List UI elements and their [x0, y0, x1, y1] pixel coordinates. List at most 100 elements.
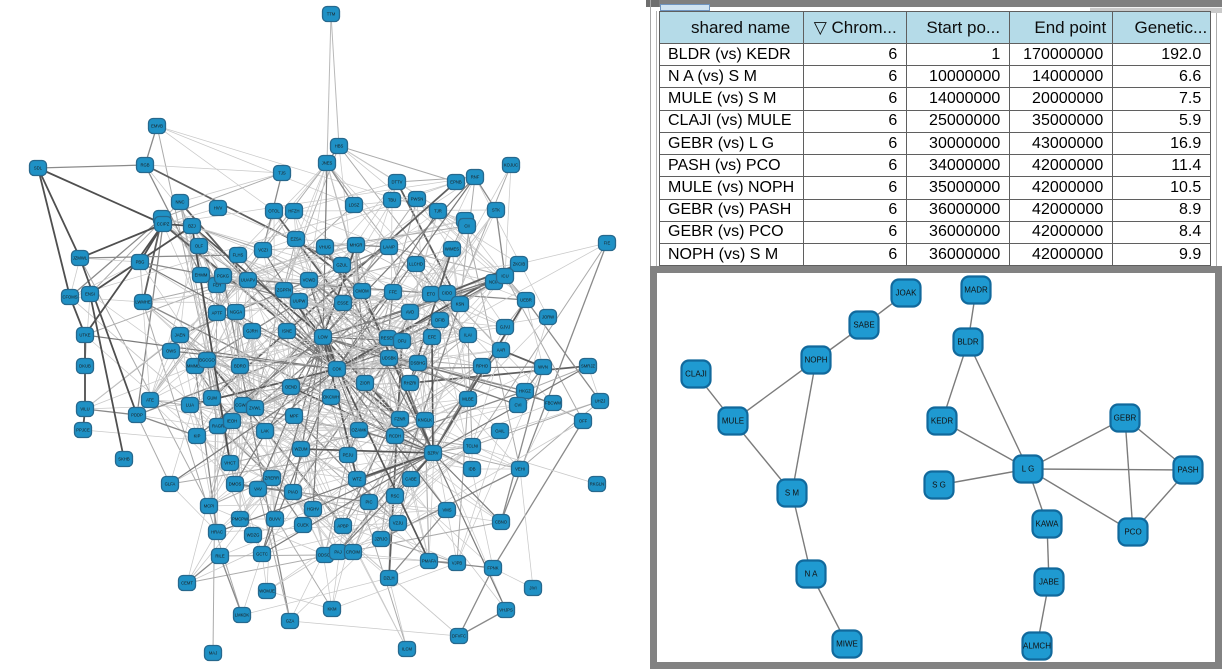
svg-text:UUPW: UUPW	[293, 299, 306, 304]
svg-text:DFVFC: DFVFC	[452, 634, 466, 639]
svg-text:MMMDP: MMMDP	[187, 364, 203, 369]
svg-text:SDL: SDL	[34, 166, 43, 171]
svg-text:CCIPZ: CCIPZ	[157, 222, 170, 227]
svg-text:RNF: RNF	[471, 175, 480, 180]
svg-text:PEJU: PEJU	[343, 453, 354, 458]
svg-text:KEDR: KEDR	[931, 417, 953, 426]
svg-text:MAJ: MAJ	[209, 651, 217, 656]
svg-text:VCZI: VCZI	[258, 248, 268, 253]
svg-text:PCO: PCO	[1124, 528, 1141, 537]
svg-text:CBNO: CBNO	[495, 520, 508, 525]
svg-text:BDRO: BDRO	[234, 364, 247, 369]
svg-text:DSBHG: DSBHG	[411, 361, 426, 366]
svg-text:FPNK: FPNK	[487, 566, 498, 571]
svg-text:DZLH: DZLH	[384, 576, 395, 581]
svg-text:APTF: APTF	[212, 311, 223, 316]
svg-text:GCTC: GCTC	[256, 552, 268, 557]
svg-text:ISNE: ISNE	[282, 329, 292, 334]
svg-text:HRAC: HRAC	[211, 530, 223, 535]
svg-text:UHZJ: UHZJ	[595, 399, 606, 404]
svg-text:BUVV: BUVV	[269, 517, 281, 522]
svg-text:OZAMK: OZAMK	[352, 428, 367, 433]
svg-text:JZMWL: JZMWL	[73, 256, 88, 261]
svg-text:WVN: WVN	[538, 365, 548, 370]
svg-text:ETO: ETO	[427, 292, 436, 297]
svg-text:UUAPV: UUAPV	[241, 278, 256, 283]
svg-text:GEBR: GEBR	[1114, 414, 1137, 423]
svg-text:VJPB: VJPB	[452, 561, 463, 566]
svg-text:S G: S G	[932, 481, 946, 490]
svg-text:CIDO: CIDO	[442, 291, 453, 296]
svg-text:EMVB: EMVB	[151, 124, 163, 129]
svg-text:MPF: MPF	[290, 414, 299, 419]
svg-text:LDSZ: LDSZ	[349, 203, 360, 208]
svg-text:RSC: RSC	[391, 494, 400, 499]
svg-text:OFU: OFU	[398, 339, 407, 344]
svg-text:RGB: RGB	[140, 163, 149, 168]
svg-text:OFF: OFF	[579, 419, 588, 424]
svg-text:KSN: KSN	[456, 302, 465, 307]
svg-text:HFZH: HFZH	[288, 209, 299, 214]
svg-text:RCDH: RCDH	[389, 434, 401, 439]
svg-text:CGWJD: CGWJD	[235, 403, 250, 408]
svg-text:MHGR: MHGR	[350, 243, 363, 248]
svg-text:RILE: RILE	[215, 554, 225, 559]
svg-text:JZRJO: JZRJO	[374, 537, 388, 542]
svg-text:FIE: FIE	[604, 241, 611, 246]
svg-text:EFE: EFE	[428, 335, 436, 340]
svg-text:OKCWH: OKCWH	[323, 395, 339, 400]
svg-text:VMS: VMS	[442, 508, 451, 513]
svg-text:ILCM: ILCM	[402, 647, 413, 652]
svg-text:RKGLN: RKGLN	[590, 482, 604, 487]
svg-text:ILAI: ILAI	[464, 333, 471, 338]
svg-text:JIVI: JIVI	[529, 586, 536, 591]
svg-text:HVV: HVV	[214, 206, 223, 211]
svg-text:KOJUC: KOJUC	[504, 163, 518, 168]
svg-text:CROIM: CROIM	[346, 550, 360, 555]
svg-text:JOAK: JOAK	[896, 289, 918, 298]
svg-text:JNES: JNES	[322, 161, 333, 166]
svg-text:COK: COK	[332, 367, 341, 372]
svg-text:L G: L G	[1022, 465, 1035, 474]
svg-text:ZRERR: ZRERR	[265, 476, 279, 481]
svg-text:PAJ: PAJ	[334, 550, 341, 555]
svg-text:STK: STK	[492, 208, 500, 213]
svg-text:ZGPFN: ZGPFN	[277, 288, 291, 293]
svg-text:CEMT: CEMT	[181, 581, 193, 586]
svg-text:DMOS: DMOS	[229, 482, 242, 487]
svg-text:ATE: ATE	[146, 398, 154, 403]
svg-text:LAK: LAK	[261, 429, 269, 434]
svg-text:VILU: VILU	[80, 407, 89, 412]
svg-text:ICU: ICU	[501, 274, 508, 279]
svg-text:VHJPS: VHJPS	[499, 608, 513, 613]
svg-text:WDZG: WDZG	[247, 533, 260, 538]
svg-text:LOW: LOW	[318, 335, 328, 340]
svg-text:SKHB: SKHB	[118, 457, 130, 462]
svg-text:BLDR: BLDR	[957, 338, 979, 347]
svg-text:PMCPW: PMCPW	[232, 517, 248, 522]
svg-text:FEH: FEH	[213, 283, 221, 288]
svg-text:MULE: MULE	[722, 417, 744, 426]
svg-text:FZNR: FZNR	[394, 417, 405, 422]
svg-text:WIMES: WIMES	[445, 247, 459, 252]
svg-text:CLAJI: CLAJI	[685, 370, 707, 379]
svg-text:MCPI: MCPI	[204, 504, 214, 509]
svg-text:AVD: AVD	[406, 310, 414, 315]
svg-text:TJS: TJS	[278, 171, 286, 176]
svg-text:PPJCE: PPJCE	[76, 428, 90, 433]
svg-text:N A: N A	[805, 570, 819, 579]
svg-text:RESER: RESER	[381, 336, 395, 341]
svg-text:WTZ: WTZ	[352, 477, 362, 482]
svg-text:BZRV: BZRV	[427, 451, 438, 456]
svg-text:GZA: GZA	[286, 619, 295, 624]
svg-text:JORW: JORW	[542, 315, 554, 320]
svg-text:HKGZ: HKGZ	[519, 389, 531, 394]
svg-text:VZJU: VZJU	[393, 521, 403, 526]
svg-text:SMRJZ: SMRJZ	[581, 364, 595, 369]
svg-text:EZSA: EZSA	[291, 237, 302, 242]
svg-text:ZIOR: ZIOR	[360, 381, 370, 386]
svg-text:LWMHE: LWMHE	[135, 300, 150, 305]
svg-text:NGGA: NGGA	[230, 310, 243, 315]
svg-text:UDSBK: UDSBK	[382, 356, 397, 361]
svg-text:NNC: NNC	[175, 200, 184, 205]
